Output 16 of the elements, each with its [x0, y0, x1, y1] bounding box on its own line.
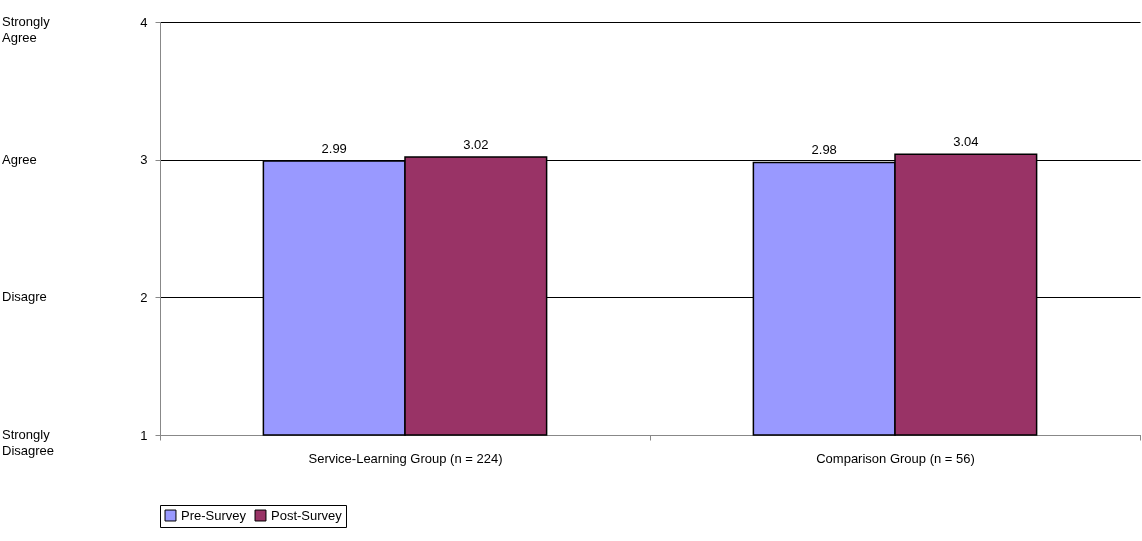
- x-tick-label: Comparison Group (n = 56): [816, 450, 975, 466]
- legend-label: Pre-Survey: [181, 507, 247, 523]
- y-tick-label: 2: [140, 289, 148, 305]
- text: Strongly Disagree: [2, 427, 55, 458]
- data-label: 3.04: [953, 134, 979, 150]
- data-label: 2.98: [811, 142, 837, 158]
- text: Agree: [2, 151, 37, 167]
- y-tick-label: 3: [140, 152, 148, 168]
- text: Disagre: [2, 289, 47, 305]
- data-label: 3.02: [463, 136, 489, 152]
- data-label: 2.99: [321, 141, 347, 157]
- y-tick-label: 1: [140, 427, 148, 443]
- x-tick-label: Service-Learning Group (n = 224): [308, 450, 503, 466]
- legend-label: Post-Survey: [271, 507, 343, 523]
- text: Strongly Agree: [2, 14, 51, 45]
- y-tick-label: 4: [140, 14, 148, 30]
